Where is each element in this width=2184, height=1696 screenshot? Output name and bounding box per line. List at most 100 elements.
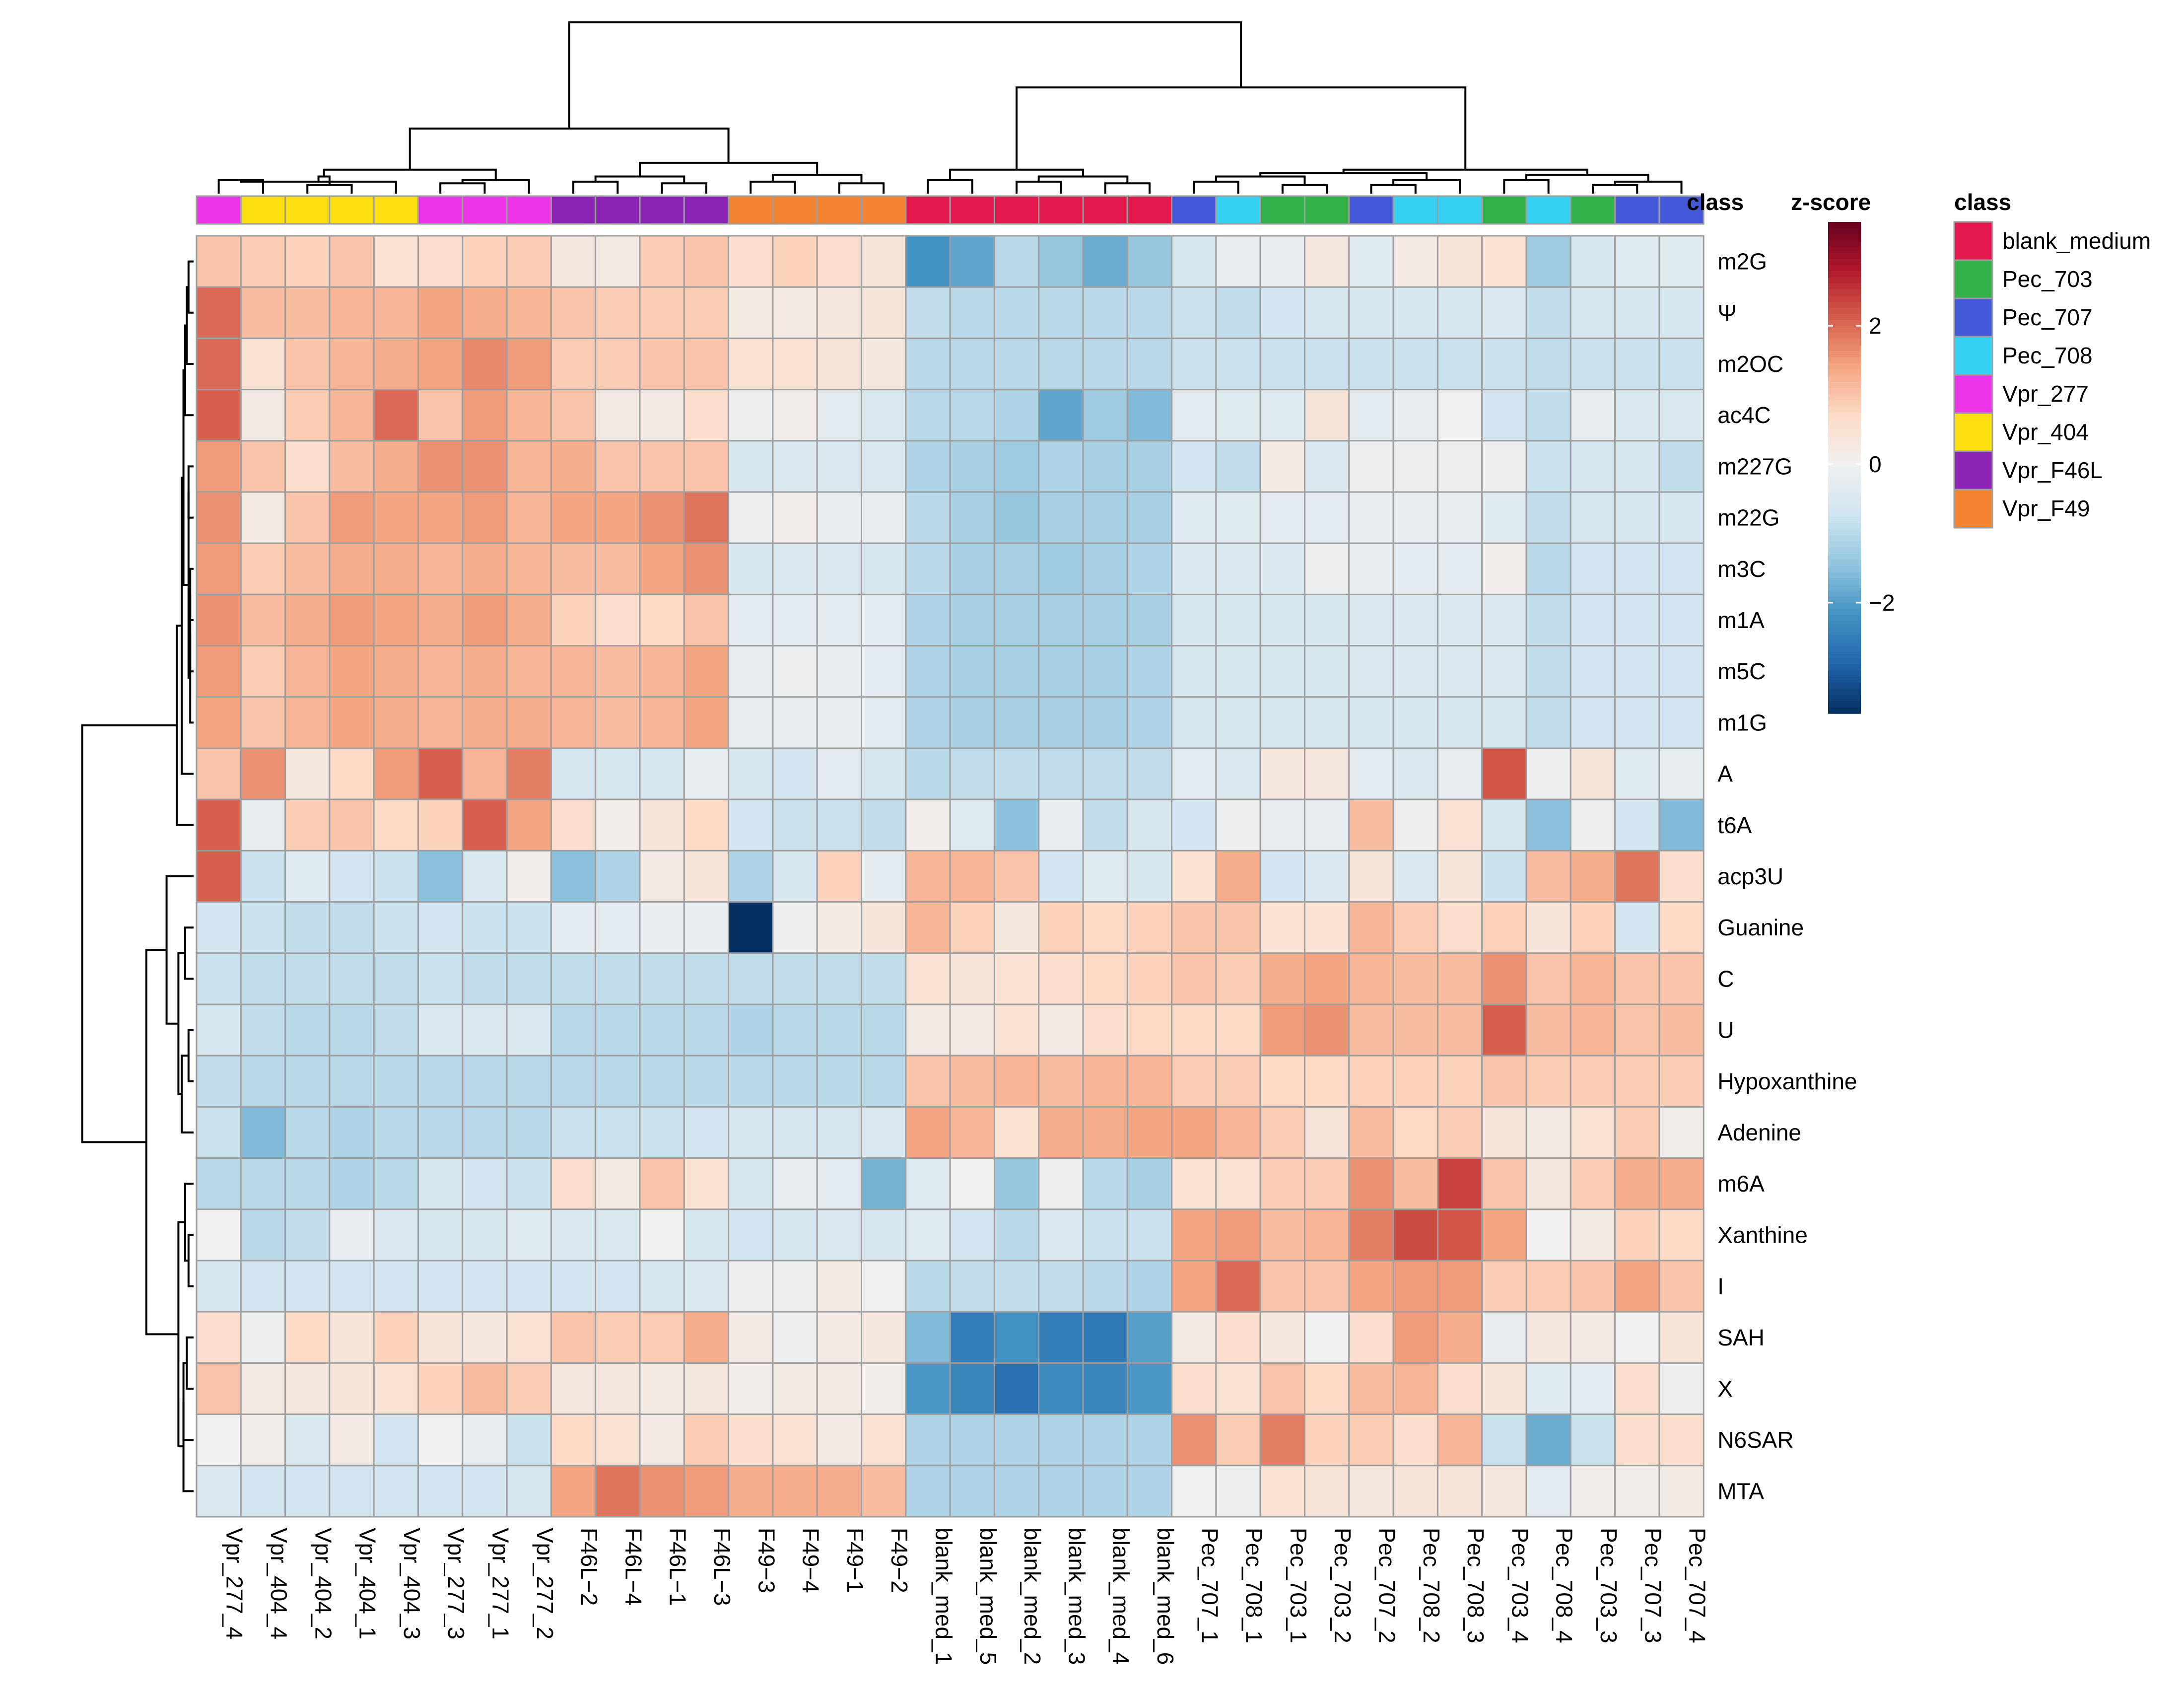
heatmap-cell (1570, 849, 1616, 903)
colorbar-segment (1828, 603, 1861, 610)
heatmap-cell (683, 593, 730, 647)
colorbar-segment (1828, 228, 1861, 235)
heatmap-cell (1038, 491, 1084, 544)
heatmap-cell (1392, 542, 1438, 595)
heatmap-cell (816, 542, 862, 595)
heatmap-cell (329, 747, 375, 800)
heatmap-cell (373, 798, 419, 851)
heatmap-cell (196, 645, 242, 698)
heatmap-cell (506, 235, 552, 288)
heatmap-cell (728, 645, 774, 698)
heatmap-cell (1038, 1003, 1084, 1057)
heatmap-cell (1348, 696, 1394, 749)
heatmap-cell (1525, 747, 1571, 800)
heatmap-cell (1304, 235, 1350, 288)
heatmap-cell (240, 1413, 286, 1467)
class-annotation-cell (1304, 195, 1350, 225)
heatmap-cell (861, 849, 907, 903)
heatmap-cell (1658, 952, 1705, 1005)
colorbar-segment (1828, 283, 1861, 290)
heatmap-cell (1436, 1465, 1483, 1518)
heatmap-cell (1481, 1362, 1527, 1415)
heatmap-cell (993, 1260, 1040, 1313)
dendrogram-link (187, 1029, 194, 1082)
colorbar-segment (1828, 419, 1861, 425)
heatmap-cell (1525, 593, 1571, 647)
column-label: Pec_708_3 (1463, 1528, 1489, 1643)
heatmap-cell (949, 696, 995, 749)
heatmap-cell (417, 593, 464, 647)
heatmap-cell (284, 1055, 331, 1108)
heatmap-cell (1525, 1106, 1571, 1159)
heatmap-cell (550, 747, 597, 800)
heatmap-cell (1259, 1106, 1305, 1159)
heatmap-cell (1348, 1055, 1394, 1108)
heatmap-cell (240, 1465, 286, 1518)
legend-title: class (1954, 189, 2011, 215)
heatmap-cell (373, 286, 419, 339)
colorbar-segment (1828, 351, 1861, 358)
heatmap-cell (993, 1208, 1040, 1262)
legend-label: Vpr_404 (2002, 419, 2089, 445)
heatmap-cell (1082, 645, 1128, 698)
heatmap-cell (1392, 1362, 1438, 1415)
heatmap-cell (683, 901, 730, 954)
legend-swatch (1953, 412, 1993, 452)
heatmap-cell (728, 389, 774, 442)
heatmap-cell (462, 542, 508, 595)
heatmap-cell (816, 1003, 862, 1057)
heatmap-cell (1658, 286, 1705, 339)
heatmap-cell (1570, 901, 1616, 954)
heatmap-cell (595, 798, 641, 851)
heatmap-cell (1658, 337, 1705, 391)
heatmap-cell (1259, 1003, 1305, 1057)
heatmap-cell (462, 440, 508, 493)
heatmap-cell (639, 1106, 685, 1159)
column-label: F49−3 (753, 1528, 779, 1593)
heatmap-cell (462, 1106, 508, 1159)
heatmap-cell (861, 747, 907, 800)
heatmap-cell (1259, 952, 1305, 1005)
heatmap-cell (1436, 1311, 1483, 1364)
heatmap-cell (595, 1362, 641, 1415)
heatmap-cell (1126, 901, 1173, 954)
heatmap-cell (905, 798, 951, 851)
heatmap-cell (993, 1311, 1040, 1364)
heatmap-cell (1614, 747, 1660, 800)
heatmap-cell (1171, 1413, 1217, 1467)
heatmap-cell (993, 901, 1040, 954)
heatmap-cell (683, 1465, 730, 1518)
heatmap-cell (993, 1413, 1040, 1467)
heatmap-cell (1259, 542, 1305, 595)
colorbar-segment (1828, 301, 1861, 309)
class-annotation-cell (1259, 195, 1305, 225)
colorbar-segment (1828, 412, 1861, 419)
heatmap-cell (1658, 542, 1705, 595)
heatmap-cell (1570, 747, 1616, 800)
heatmap-cell (1082, 1362, 1128, 1415)
heatmap-cell (1614, 849, 1660, 903)
heatmap-cell (772, 1311, 818, 1364)
heatmap-cell (1215, 440, 1261, 493)
heatmap-cell (1348, 542, 1394, 595)
heatmap-cell (905, 645, 951, 698)
heatmap-cell (1348, 491, 1394, 544)
colorbar-segment (1828, 627, 1861, 634)
heatmap-cell (550, 1106, 597, 1159)
heatmap-cell (1436, 1106, 1483, 1159)
heatmap-cell (1525, 235, 1571, 288)
heatmap-cell (1259, 1055, 1305, 1108)
heatmap-cell (1481, 1413, 1527, 1467)
heatmap-cell (417, 337, 464, 391)
heatmap-cell (993, 798, 1040, 851)
legend-swatch (1953, 489, 1993, 529)
heatmap-cell (1038, 542, 1084, 595)
heatmap-cell (595, 1055, 641, 1108)
heatmap-cell (1392, 1055, 1438, 1108)
column-label: Vpr_404_4 (266, 1528, 292, 1639)
heatmap-cell (1126, 542, 1173, 595)
heatmap-cell (1082, 952, 1128, 1005)
heatmap-cell (1126, 337, 1173, 391)
heatmap-cell (683, 491, 730, 544)
heatmap-cell (1126, 1055, 1173, 1108)
